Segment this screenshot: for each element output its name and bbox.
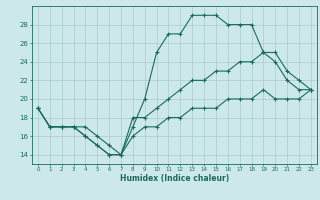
X-axis label: Humidex (Indice chaleur): Humidex (Indice chaleur) — [120, 174, 229, 183]
